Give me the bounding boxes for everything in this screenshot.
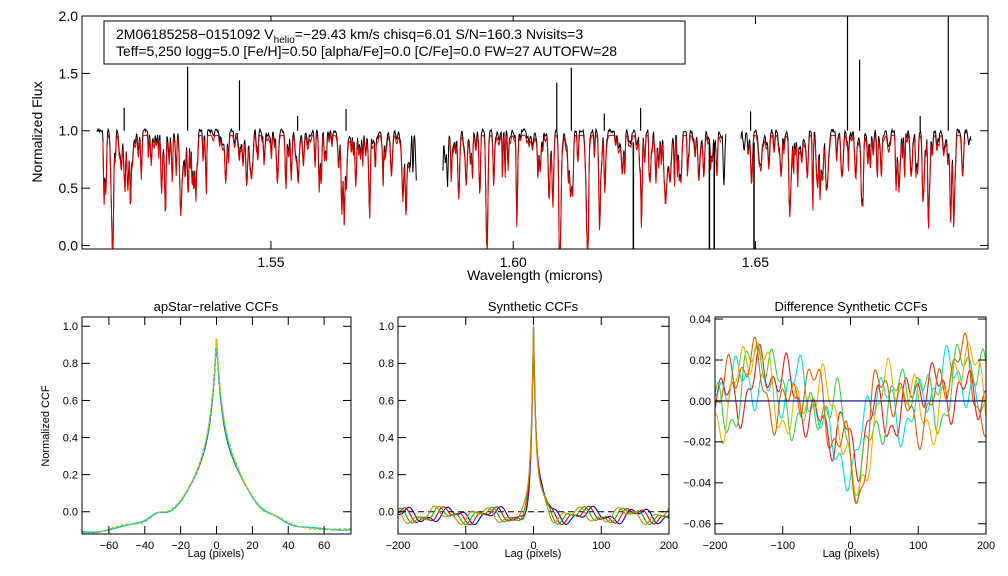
- spectrum-ytick-label: 2.0: [59, 8, 79, 24]
- synthetic-ccf-ytick-label: 0.4: [379, 432, 394, 444]
- difference-ccf-xtick-label: 0: [847, 540, 853, 552]
- info-line1-suffix: =−29.43 km/s chisq=6.01 S/N=160.3 Nvisit…: [295, 26, 584, 42]
- spectrum-ytick-label: 1.0: [59, 123, 79, 139]
- spectrum-xtick-label: 1.60: [500, 254, 527, 270]
- synthetic-ccf-xtick-label: 200: [660, 540, 678, 552]
- difference-ccf-x-label: Lag (pixels): [823, 548, 880, 560]
- difference-ccf-ytick-label: 0.04: [690, 314, 711, 326]
- spectrum-synthetic-line: [102, 134, 411, 249]
- apstar-ccf-ytick-label: 0.2: [63, 469, 78, 481]
- synthetic-ccf-ytick-label: 1.0: [379, 321, 394, 333]
- difference-ccf-series-line: [715, 332, 986, 505]
- spectrum-panel: 1.55 1.60 1.65 0.0 0.5 1.0 1.5 2.0 2M06185258−0…: [29, 8, 989, 283]
- spectrum-xtick-label: 1.55: [257, 254, 284, 270]
- spectrum-synthetic-line: [448, 134, 722, 249]
- synthetic-ccf-ytick-label: 0.8: [379, 358, 394, 370]
- spectrum-ytick-label: 0.0: [59, 237, 79, 253]
- apstar-ccf-xtick-label: 40: [282, 540, 294, 552]
- synthetic-ccf-panel: Synthetic CCFs −200 −100 0 100 200 0.0 0.2 0.4 0…: [379, 299, 678, 560]
- apstar-ccf-series-line: [81, 339, 352, 533]
- synthetic-ccf-series-line: [397, 326, 670, 526]
- difference-ccf-lines: [715, 332, 986, 505]
- synthetic-ccf-xtick-label: 100: [592, 540, 610, 552]
- spectrum-lines: [96, 16, 972, 249]
- synthetic-ccf-ytick-label: 0.2: [379, 469, 394, 481]
- info-box-line1: 2M06185258−0151092 Vhelio=−29.43 km/s ch…: [116, 26, 583, 46]
- synthetic-ccf-xtick-label: −100: [453, 540, 478, 552]
- difference-ccf-series-line: [715, 343, 986, 483]
- difference-ccf-title: Difference Synthetic CCFs: [775, 299, 928, 314]
- synthetic-ccf-ticks: −200 −100 0 100 200 0.0 0.2 0.4 0.6 0.8 1.0: [379, 317, 678, 552]
- spectrum-y-label: Normalized Flux: [29, 81, 45, 182]
- apstar-ccf-ytick-label: 0.8: [63, 358, 78, 370]
- apstar-ccf-ytick-label: 0.4: [63, 432, 78, 444]
- synthetic-ccf-lines: [397, 326, 670, 526]
- apstar-ccf-y-label: Normalized CCF: [40, 385, 52, 467]
- synthetic-ccf-ytick-label: 0.0: [379, 507, 394, 519]
- difference-ccf-xtick-label: −100: [770, 540, 795, 552]
- apstar-ccf-panel: apStar−relative CCFs −60 −40 −20 0 20 40 60 0.0…: [40, 299, 352, 560]
- info-line1-prefix: 2M06185258−0151092 V: [116, 26, 274, 42]
- spectrum-x-label: Wavelength (microns): [467, 267, 603, 283]
- info-line1-sub: helio: [274, 35, 296, 46]
- spectrum-xtick-label: 1.65: [742, 254, 769, 270]
- spectrum-ticks: 1.55 1.60 1.65 0.0 0.5 1.0 1.5 2.0: [59, 8, 988, 270]
- difference-ccf-ytick-label: −0.06: [683, 519, 711, 531]
- apstar-ccf-xtick-label: 60: [318, 540, 330, 552]
- spectrum-axes: [81, 15, 989, 250]
- difference-ccf-xtick-label: 200: [977, 540, 995, 552]
- difference-ccf-ytick-label: −0.02: [683, 437, 711, 449]
- synthetic-ccf-series-line: [397, 327, 670, 526]
- apstar-ccf-series-line: [81, 339, 352, 533]
- apstar-ccf-xtick-label: 20: [246, 540, 258, 552]
- synthetic-ccf-title: Synthetic CCFs: [488, 299, 579, 314]
- apstar-ccf-lines: [81, 339, 352, 535]
- difference-ccf-ytick-label: −0.04: [683, 478, 711, 490]
- synthetic-ccf-ytick-label: 0.6: [379, 395, 394, 407]
- difference-ccf-xtick-label: −200: [703, 540, 728, 552]
- spectrum-synthetic-line: [746, 134, 966, 229]
- apstar-ccf-xtick-label: −20: [171, 540, 190, 552]
- apstar-ccf-xtick-label: −60: [100, 540, 119, 552]
- spectrum-ytick-label: 1.5: [59, 65, 79, 81]
- apstar-ccf-series-line: [81, 339, 352, 533]
- apstar-ccf-title: apStar−relative CCFs: [154, 299, 279, 314]
- info-box-frame: [103, 20, 686, 65]
- difference-ccf-panel: Difference Synthetic CCFs −200 −100 0 100 20…: [683, 299, 995, 560]
- synthetic-ccf-x-label: Lag (pixels): [505, 548, 562, 560]
- info-box: 2M06185258−0151092 Vhelio=−29.43 km/s ch…: [103, 20, 686, 65]
- synthetic-ccf-xtick-label: −200: [386, 540, 411, 552]
- apstar-ccf-xtick-label: 0: [213, 540, 219, 552]
- info-box-line2: Teff=5,250 logg=5.0 [Fe/H]=0.50 [alpha/F…: [116, 43, 617, 59]
- apstar-ccf-x-label: Lag (pixels): [188, 548, 245, 560]
- apstar-ccf-ytick-label: 1.0: [63, 321, 78, 333]
- difference-ccf-ytick-label: 0.02: [690, 355, 711, 367]
- apstar-ccf-xtick-label: −40: [135, 540, 154, 552]
- synthetic-ccf-xtick-label: 0: [530, 540, 536, 552]
- apstar-ccf-ytick-label: 0.0: [63, 507, 78, 519]
- spectrum-ytick-label: 0.5: [59, 180, 79, 196]
- apstar-ccf-ytick-label: 0.6: [63, 395, 78, 407]
- apstar-ccf-series-line: [81, 339, 352, 535]
- difference-ccf-xtick-label: 100: [909, 540, 927, 552]
- difference-ccf-ytick-label: 0.00: [690, 396, 711, 408]
- difference-ccf-ticks: −200 −100 0 100 200 −0.06 −0.04 −0.02 0.00 0.02 0.…: [683, 314, 995, 552]
- apstar-ccf-ticks: −60 −40 −20 0 20 40 60 0.0 0.2 0.4 0.6 0.8 1.0: [63, 317, 351, 552]
